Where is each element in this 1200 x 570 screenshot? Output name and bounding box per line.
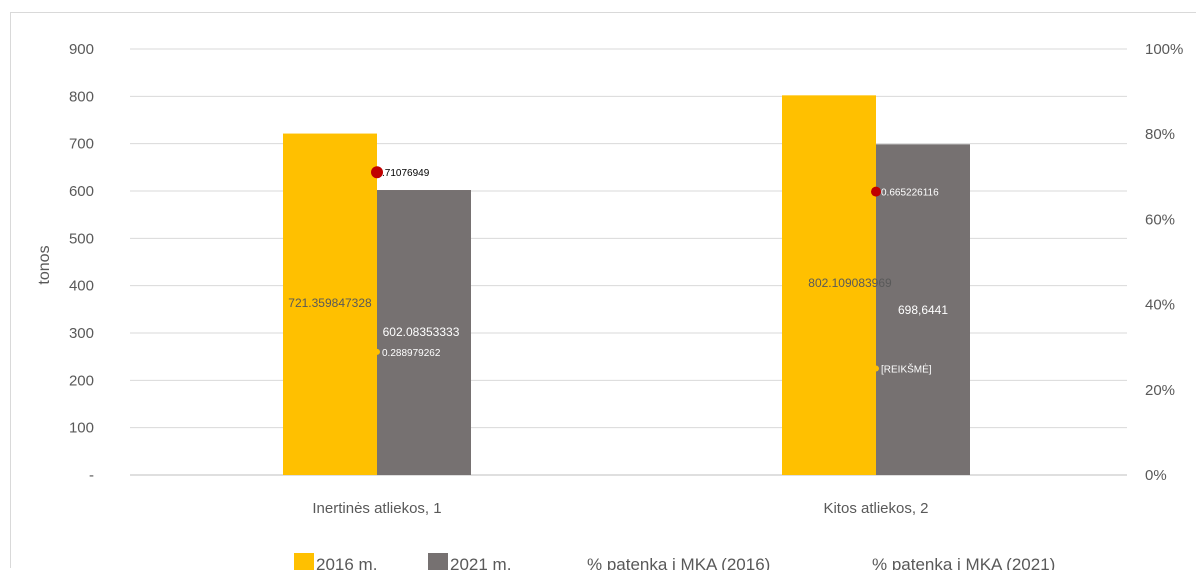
y2-tick-label: 0%	[1145, 467, 1167, 484]
y-tick-label: 200	[69, 372, 94, 389]
y-tick-label: 500	[69, 230, 94, 247]
marker-label: .71076949	[382, 168, 430, 179]
bars	[283, 95, 970, 476]
y-tick-label: 400	[69, 278, 94, 295]
bar	[283, 133, 377, 475]
y2-tick-label: 80%	[1145, 126, 1175, 143]
legend-label: 2016 m.	[316, 555, 377, 570]
y2-tick-label: 100%	[1145, 41, 1183, 58]
marker-point	[871, 186, 881, 197]
bar	[782, 95, 876, 476]
category-label: Inertinės atliekos, 1	[312, 500, 441, 517]
secondary-y-axis-ticks: 0% 20% 40% 60% 80% 100%	[1145, 41, 1183, 484]
y-axis-ticks: - 100 200 300 400 500 600 700 800 900	[69, 41, 94, 484]
y2-tick-label: 40%	[1145, 297, 1175, 314]
y-tick-label: 700	[69, 136, 94, 153]
y-tick-label: 100	[69, 420, 94, 437]
data-label: 602.08353333	[383, 325, 460, 339]
data-label: 802.109083969	[808, 276, 892, 290]
marker-point	[374, 348, 380, 355]
legend: 2016 m. 2021 m. % patenka į MKA (2016) % pa…	[294, 553, 1055, 570]
chart-frame	[10, 12, 1196, 568]
marker-label: [REIKŠMĖ]	[881, 363, 932, 376]
legend-label: 2021 m.	[450, 555, 511, 570]
y-tick-label: 800	[69, 88, 94, 105]
bar	[876, 144, 970, 475]
legend-swatch	[294, 553, 314, 570]
markers	[371, 166, 881, 372]
legend-label: % patenka į MKA (2021)	[872, 555, 1055, 570]
category-label: Kitos atliekos, 2	[823, 500, 928, 517]
marker-point	[873, 365, 879, 372]
marker-label: 0.288979262	[382, 348, 441, 359]
category-labels: Inertinės atliekos, 1 Kitos atliekos, 2	[312, 500, 928, 517]
y2-tick-label: 20%	[1145, 382, 1175, 399]
y-tick-label: 300	[69, 325, 94, 342]
y-tick-label: 600	[69, 183, 94, 200]
gridlines	[130, 48, 1127, 476]
y-axis-label: tonos	[36, 245, 53, 284]
data-label: 698,6441	[898, 303, 948, 317]
bar	[377, 190, 471, 475]
data-label: 721.359847328	[288, 296, 372, 310]
y-tick-label: -	[89, 467, 94, 484]
y-tick-label: 900	[69, 41, 94, 58]
marker-point	[371, 166, 383, 179]
legend-swatch	[428, 553, 448, 570]
data-labels: 721.359847328 802.109083969 602.08353333 69…	[288, 168, 948, 375]
y2-tick-label: 60%	[1145, 211, 1175, 228]
legend-label: % patenka į MKA (2016)	[587, 555, 770, 570]
marker-label: 0.665226116	[881, 188, 939, 199]
